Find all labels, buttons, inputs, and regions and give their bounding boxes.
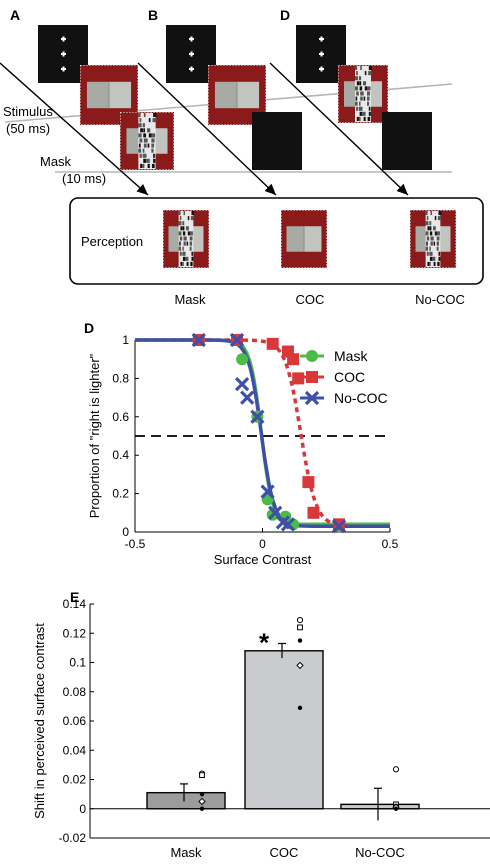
subject-point bbox=[393, 806, 399, 811]
time-arrow-b bbox=[137, 62, 277, 196]
fixation-frame-a bbox=[38, 25, 88, 83]
y-tick-label: 1 bbox=[122, 333, 129, 347]
perception-nococ bbox=[410, 210, 456, 268]
y-tick-label: 0.02 bbox=[63, 773, 87, 787]
y-tick-label: 0.12 bbox=[63, 626, 87, 640]
category-label-coc: COC bbox=[270, 845, 299, 860]
panel-letter-d2: D bbox=[84, 320, 94, 336]
data-point-coc bbox=[266, 337, 279, 350]
legend-marker-mask bbox=[306, 350, 318, 362]
legend-marker-coc bbox=[306, 371, 318, 383]
fit-curve-nococ bbox=[135, 338, 390, 528]
y-tick-label: 0 bbox=[122, 525, 129, 539]
subject-point bbox=[296, 616, 304, 624]
y-tick-label: 0.06 bbox=[63, 714, 87, 728]
x-tick-label: 0.5 bbox=[382, 537, 399, 551]
data-point-nococ bbox=[250, 409, 265, 424]
shift-bar-chart: E -0.02 0 0.02 0.04 0.06 0.08 0.1 0.12 0.14 Shift … bbox=[32, 589, 490, 860]
legend-label-nococ: No-COC bbox=[334, 390, 388, 406]
subject-point bbox=[199, 806, 205, 811]
perception-box bbox=[69, 197, 484, 285]
y-tick-label: -0.02 bbox=[59, 831, 87, 845]
data-point-nococ bbox=[260, 484, 275, 499]
subject-point bbox=[297, 638, 303, 643]
perception-coc bbox=[281, 210, 327, 268]
data-point-nococ bbox=[191, 332, 206, 348]
bar-nococ bbox=[340, 803, 420, 810]
category-label-nococ: No-COC bbox=[355, 845, 405, 860]
data-point-coc bbox=[287, 353, 300, 366]
panel-letter-b: B bbox=[148, 7, 158, 23]
data-point-mask bbox=[236, 353, 249, 366]
mask-label: Mask bbox=[40, 154, 72, 169]
bar-coc bbox=[244, 650, 324, 810]
subject-point bbox=[297, 624, 303, 631]
blank-frame-b bbox=[252, 112, 302, 170]
y-tick-label: 0.4 bbox=[112, 448, 129, 462]
legend-marker-nococ bbox=[304, 390, 320, 406]
fit-curve-coc bbox=[135, 338, 390, 528]
panel-letter-d: D bbox=[280, 7, 290, 23]
bar-mask bbox=[146, 791, 226, 810]
data-point-coc bbox=[307, 506, 320, 519]
condition-label-nococ: No-COC bbox=[415, 292, 465, 307]
y-tick-label: 0.04 bbox=[63, 743, 87, 757]
subject-point bbox=[392, 766, 400, 773]
subject-point bbox=[199, 772, 205, 779]
subject-point bbox=[198, 797, 206, 806]
subject-point bbox=[199, 791, 205, 797]
perception-label: Perception bbox=[81, 234, 143, 249]
data-point-coc bbox=[302, 476, 315, 489]
panel-letter-e: E bbox=[70, 589, 79, 605]
time-arrow-a bbox=[0, 62, 149, 196]
data-point-nococ bbox=[280, 517, 296, 532]
legend-label-coc: COC bbox=[334, 369, 365, 385]
data-point-nococ bbox=[229, 332, 245, 348]
y-axis-label: Shift in perceived surface contrast bbox=[32, 623, 47, 819]
data-point-coc bbox=[292, 372, 305, 385]
blank-frame-d bbox=[382, 112, 432, 170]
x-axis-label: Surface Contrast bbox=[214, 552, 312, 567]
paradigm-panel: A B D Perception Stimulus (50 ms) Mask (10 ms) M… bbox=[0, 7, 484, 307]
x-tick-label: -0.5 bbox=[125, 537, 146, 551]
data-point-nococ bbox=[331, 519, 347, 534]
stimulus-frame-a bbox=[80, 65, 138, 125]
stimulus-frame-d bbox=[338, 65, 388, 123]
y-tick-label: 0 bbox=[79, 802, 86, 816]
y-tick-label: 0.1 bbox=[69, 656, 86, 670]
condition-label-mask: Mask bbox=[174, 292, 206, 307]
legend-label-mask: Mask bbox=[334, 348, 368, 364]
significance-star: * bbox=[259, 627, 270, 657]
perception-mask bbox=[163, 210, 209, 268]
fixation-frame-d bbox=[296, 25, 346, 83]
mask-duration: (10 ms) bbox=[62, 171, 106, 186]
y-axis-label: Proportion of "right is lighter" bbox=[87, 353, 102, 518]
legend: Mask COC No-COC bbox=[300, 348, 388, 406]
fixation-frame-b bbox=[166, 25, 216, 83]
y-tick-label: 0.08 bbox=[63, 685, 87, 699]
data-point-nococ bbox=[240, 390, 255, 405]
subject-point bbox=[296, 661, 304, 670]
stimulus-duration: (50 ms) bbox=[6, 121, 50, 136]
stimulus-label: Stimulus bbox=[3, 104, 53, 119]
data-point-nococ bbox=[234, 377, 250, 392]
x-tick-label: 0 bbox=[259, 537, 266, 551]
category-label-mask: Mask bbox=[170, 845, 202, 860]
y-tick-label: 0.2 bbox=[112, 487, 129, 501]
mask-frame-a bbox=[120, 112, 174, 170]
y-tick-label: 0.14 bbox=[63, 597, 87, 611]
panel-letter-a: A bbox=[10, 7, 20, 23]
subject-point bbox=[297, 705, 303, 711]
condition-label-coc: COC bbox=[296, 292, 325, 307]
y-tick-label: 0.6 bbox=[112, 410, 129, 424]
time-arrow-d bbox=[269, 62, 409, 196]
y-tick-label: 0.8 bbox=[112, 371, 129, 385]
